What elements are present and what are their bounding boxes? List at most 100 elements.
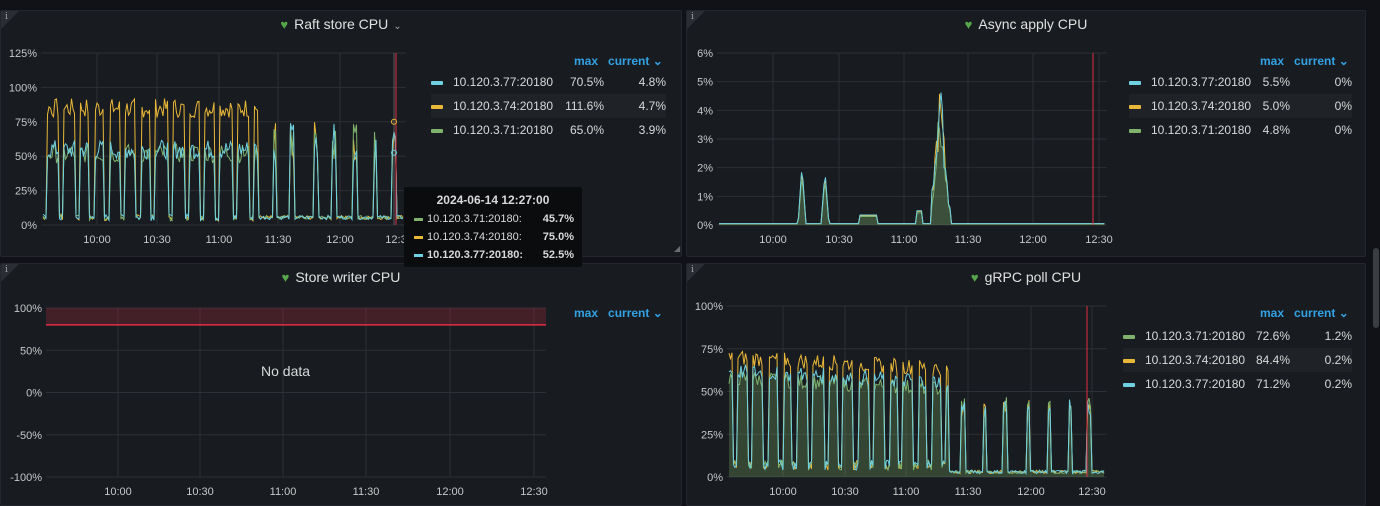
legend-current-value: 4.7% bbox=[638, 99, 666, 113]
legend-series-name[interactable]: 10.120.3.71:20180 bbox=[453, 123, 554, 137]
x-tick-label: 10:00 bbox=[104, 486, 132, 498]
legend-item[interactable]: 10.120.3.77:20180 70.5% 4.8% bbox=[431, 70, 666, 94]
panel-raft-store-cpu: i ♥ Raft store CPU ⌄ 125% 100% 75% 50% 25% 0% 10… bbox=[0, 10, 682, 257]
legend-item[interactable]: 10.120.3.77:20180 5.5% 0% bbox=[1129, 70, 1352, 94]
x-tick-label: 10:30 bbox=[143, 234, 171, 246]
y-tick-label: 75% bbox=[15, 117, 37, 129]
grpc-poll-cpu-graph[interactable]: 100% 75% 50% 25% 0% 10:00 10:30 11:00 11:30 12:00… bbox=[687, 264, 1366, 506]
no-data-message: No data bbox=[261, 363, 311, 379]
legend-max-header[interactable]: max bbox=[1260, 54, 1285, 68]
legend-series-name[interactable]: 10.120.3.77:20180 bbox=[453, 75, 554, 89]
legend-current-header[interactable]: current ⌄ bbox=[608, 54, 663, 68]
x-tick-label: 12:00 bbox=[436, 486, 464, 498]
legend-max-value: 70.5% bbox=[569, 75, 604, 89]
legend-current-value: 3.9% bbox=[638, 123, 666, 137]
y-tick-label: 4% bbox=[697, 105, 713, 117]
y-tick-label: 50% bbox=[15, 151, 37, 163]
y-tick-label: 50% bbox=[20, 345, 42, 357]
panel-title[interactable]: ♥ gRPC poll CPU bbox=[970, 269, 1082, 285]
store-writer-cpu-graph[interactable]: 100% 50% 0% -50% -100% 10:00 10:30 11:00 11:30 12… bbox=[1, 264, 682, 506]
legend-header[interactable]: max current ⌄ bbox=[1260, 54, 1349, 68]
tooltip-row: 10.120.3.71:20180: 45.7% bbox=[414, 213, 574, 229]
legend-current-value: 0% bbox=[1334, 75, 1352, 89]
panel-title[interactable]: ♥ Store writer CPU bbox=[281, 269, 401, 285]
x-tick-label: 11:00 bbox=[891, 234, 918, 246]
series-color-swatch[interactable] bbox=[1123, 334, 1135, 339]
legend-max-value: 5.0% bbox=[1262, 99, 1290, 113]
raft-store-cpu-graph[interactable]: 125% 100% 75% 50% 25% 0% 10:00 10:30 11:00 11:30 1… bbox=[1, 11, 682, 257]
legend-current-header[interactable]: current ⌄ bbox=[1294, 306, 1349, 320]
y-tick-label: -100% bbox=[10, 472, 42, 484]
legend-header[interactable]: max current ⌄ bbox=[1260, 306, 1349, 320]
x-tick-label: 10:30 bbox=[825, 234, 853, 246]
series-color-swatch[interactable] bbox=[431, 128, 443, 133]
resize-handle-icon: ◢ bbox=[674, 244, 681, 253]
x-tick-label: 12:00 bbox=[1019, 234, 1047, 246]
chevron-down-icon[interactable]: ⌄ bbox=[393, 21, 402, 32]
series-color-swatch[interactable] bbox=[431, 80, 443, 85]
legend-header[interactable]: max current ⌄ bbox=[574, 54, 663, 68]
panel-title[interactable]: ♥ Async apply CPU bbox=[964, 16, 1088, 32]
legend-item[interactable]: 10.120.3.71:20180 72.6% 1.2% bbox=[1123, 324, 1352, 348]
legend-item[interactable]: 10.120.3.74:20180 84.4% 0.2% bbox=[1123, 348, 1352, 372]
legend-item[interactable]: 10.120.3.74:20180 5.0% 0% bbox=[1129, 94, 1352, 118]
legend-max-header[interactable]: max bbox=[574, 54, 599, 68]
legend-series-name[interactable]: 10.120.3.71:20180 bbox=[1151, 123, 1252, 137]
legend-item[interactable]: 10.120.3.71:20180 65.0% 3.9% bbox=[431, 118, 666, 142]
x-tick-label: 12:30 bbox=[1078, 486, 1106, 498]
legend-max-value: 65.0% bbox=[569, 123, 604, 137]
series-color-swatch[interactable] bbox=[1129, 80, 1141, 85]
series-color-swatch[interactable] bbox=[1129, 128, 1141, 133]
legend-max-header[interactable]: max bbox=[574, 306, 599, 320]
hover-point bbox=[391, 149, 397, 156]
y-tick-label: 1% bbox=[697, 191, 713, 203]
legend-max-value: 71.2% bbox=[1255, 377, 1290, 391]
legend-series-name[interactable]: 10.120.3.74:20180 bbox=[1151, 99, 1252, 113]
y-tick-label: 6% bbox=[697, 48, 713, 60]
x-tick-label: 12:00 bbox=[1017, 486, 1045, 498]
legend-current-header[interactable]: current ⌄ bbox=[1294, 54, 1349, 68]
y-tick-label: 100% bbox=[9, 82, 37, 94]
tooltip-series-name: 10.120.3.71:20180: bbox=[427, 213, 522, 225]
tooltip-row: 10.120.3.77:20180: 52.5% bbox=[414, 249, 574, 265]
page-scrollbar[interactable] bbox=[1373, 248, 1379, 328]
legend-series-name[interactable]: 10.120.3.74:20180 bbox=[453, 99, 554, 113]
y-tick-label: 25% bbox=[701, 429, 723, 441]
async-apply-cpu-graph[interactable]: 6% 5% 4% 3% 2% 1% 0% 10:00 10:30 11:00 11:30 12:00 1… bbox=[687, 11, 1366, 257]
x-tick-label: 11:00 bbox=[893, 486, 920, 498]
series-color-swatch[interactable] bbox=[1123, 358, 1135, 363]
legend-max-value: 4.8% bbox=[1262, 123, 1290, 137]
tooltip-series-name: 10.120.3.77:20180: bbox=[427, 249, 524, 261]
panel-grpc-poll-cpu: i ♥ gRPC poll CPU 100% 75% 50% 25% 0% 10:00 10:… bbox=[686, 263, 1366, 506]
legend-item[interactable]: 10.120.3.74:20180 111.6% 4.7% bbox=[431, 94, 666, 118]
y-tick-label: 0% bbox=[21, 220, 37, 232]
y-tick-label: -50% bbox=[16, 430, 42, 442]
series-color-swatch[interactable] bbox=[1129, 104, 1141, 109]
legend-series-name[interactable]: 10.120.3.71:20180 bbox=[1145, 329, 1246, 343]
x-tick-label: 11:30 bbox=[955, 486, 982, 498]
tooltip-series-value: 52.5% bbox=[542, 249, 574, 261]
panel-async-apply-cpu: i ♥ Async apply CPU 6% 5% 4% 3% 2% 1% 0% 10:00 10… bbox=[686, 10, 1366, 257]
x-tick-label: 10:00 bbox=[769, 486, 797, 498]
legend-item[interactable]: 10.120.3.71:20180 4.8% 0% bbox=[1129, 118, 1352, 142]
legend-current-header[interactable]: current ⌄ bbox=[608, 306, 663, 320]
y-tick-label: 100% bbox=[695, 301, 723, 313]
y-tick-label: 0% bbox=[26, 388, 42, 400]
series-line-10-120-3-77 bbox=[42, 123, 404, 223]
x-tick-label: 11:00 bbox=[206, 234, 233, 246]
legend-max-header[interactable]: max bbox=[1260, 306, 1285, 320]
series-line-10-120-3-74 bbox=[719, 93, 1105, 225]
panel-title[interactable]: ♥ Raft store CPU ⌄ bbox=[280, 16, 402, 32]
legend-series-name[interactable]: 10.120.3.74:20180 bbox=[1145, 353, 1246, 367]
y-tick-label: 0% bbox=[707, 472, 723, 484]
series-area-10-120-3-71 bbox=[729, 372, 1104, 477]
series-color-swatch bbox=[414, 235, 423, 239]
series-color-swatch[interactable] bbox=[1123, 382, 1135, 387]
legend-series-name[interactable]: 10.120.3.77:20180 bbox=[1151, 75, 1252, 89]
series-color-swatch[interactable] bbox=[431, 104, 443, 109]
legend-series-name[interactable]: 10.120.3.77:20180 bbox=[1145, 377, 1246, 391]
legend-current-value: 0% bbox=[1334, 99, 1352, 113]
legend-item[interactable]: 10.120.3.77:20180 71.2% 0.2% bbox=[1123, 372, 1352, 396]
x-tick-label: 11:30 bbox=[265, 234, 292, 246]
legend-header[interactable]: max current ⌄ bbox=[574, 306, 663, 320]
